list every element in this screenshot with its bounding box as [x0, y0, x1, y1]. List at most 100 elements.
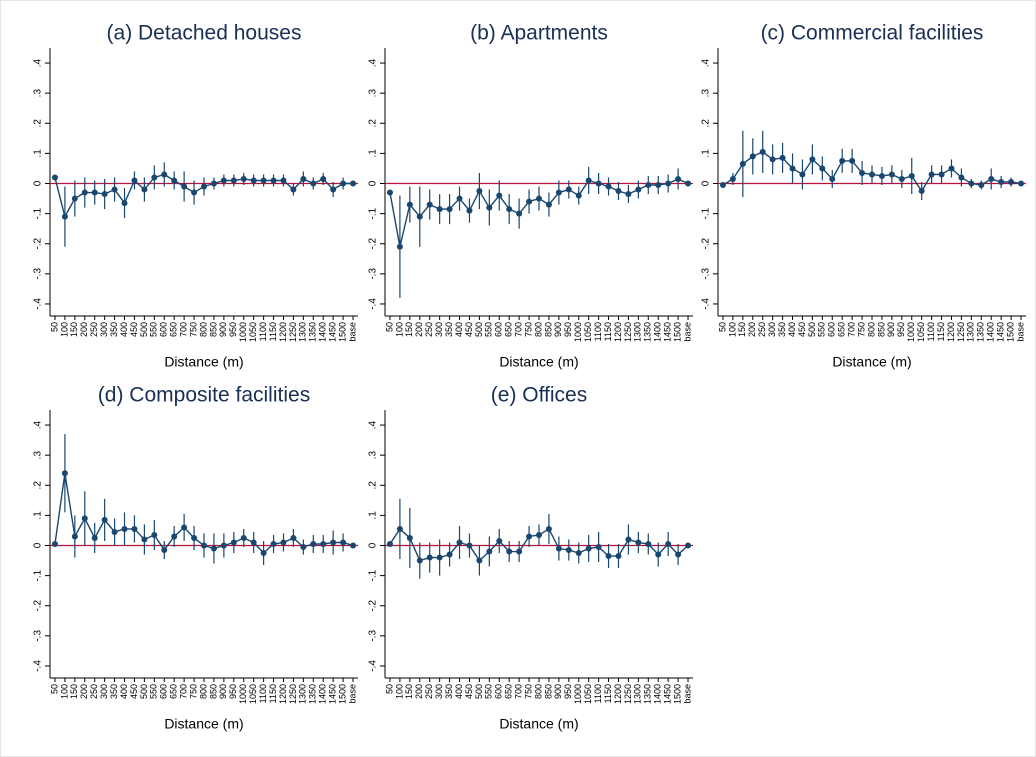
point: [575, 192, 582, 199]
y-tick-label: .4: [701, 58, 712, 67]
x-tick-label: 1050: [583, 322, 593, 342]
point: [526, 533, 533, 540]
x-tick-label: 300: [99, 322, 109, 337]
x-tick-label: 100: [727, 322, 737, 337]
x-tick-label: 100: [59, 684, 69, 699]
y-tick-label: .1: [701, 149, 712, 158]
y-tick-label: .4: [33, 58, 44, 67]
point: [496, 192, 503, 199]
panel: (b) Apartments.4.3.2.10-.1-.2-.3-.450 100…: [368, 22, 693, 370]
y-tick-label: -.3: [701, 268, 712, 280]
point: [240, 534, 247, 541]
panel: (c) Commercial facilities .4 .3 .2 .1 0 -.1 -.2…: [701, 22, 1026, 370]
x-tick-label: 1400: [653, 684, 663, 704]
x-tick-label: 400: [454, 322, 464, 337]
point: [151, 531, 158, 538]
x-tick-label: 250: [424, 684, 434, 699]
point: [220, 542, 227, 549]
point: [330, 186, 337, 193]
x-tick-label: 700: [179, 684, 189, 699]
y-tick-label: .2: [701, 119, 712, 128]
point: [436, 554, 443, 561]
point: [111, 528, 118, 535]
point: [101, 516, 108, 523]
point: [585, 177, 592, 184]
y-tick-label: -.4: [368, 298, 379, 310]
point: [565, 547, 572, 554]
panel-title: (a) Detached houses: [107, 22, 302, 45]
point: [769, 156, 776, 163]
point: [260, 177, 267, 184]
x-tick-label: 350: [444, 322, 454, 337]
point: [516, 210, 523, 217]
x-tick-label: 1350: [643, 322, 653, 342]
x-tick-label: 1400: [318, 322, 328, 342]
point: [476, 557, 483, 564]
x-tick-label: 900: [886, 322, 896, 337]
x-tick-label: 700: [179, 322, 189, 337]
point: [161, 171, 168, 178]
y-tick-label: -.3: [33, 630, 44, 642]
x-tick-label: 100: [394, 322, 404, 337]
x-tick-label: 650: [504, 322, 514, 337]
x-tick-label: 1150: [603, 322, 613, 341]
point: [456, 195, 463, 202]
point: [506, 548, 513, 555]
x-tick-label: 150: [404, 684, 414, 699]
point: [51, 174, 58, 181]
x-tick-label: 1450: [328, 684, 338, 704]
y-tick-label: -.1: [368, 569, 379, 581]
x-tick-label: 750: [188, 684, 198, 699]
point: [789, 165, 796, 172]
x-tick-label: 50: [384, 684, 394, 694]
point: [250, 539, 257, 546]
point: [270, 541, 277, 547]
point: [300, 544, 307, 551]
y-tick-label: .3: [368, 451, 379, 460]
x-tick-label: 750: [856, 322, 866, 337]
point: [1018, 180, 1025, 187]
point: [191, 189, 198, 196]
point: [615, 553, 622, 560]
y-tick-label: -.1: [33, 569, 44, 581]
y-tick-label: 0: [701, 180, 712, 186]
x-tick-label: 1350: [976, 322, 986, 342]
point: [878, 172, 885, 179]
point: [555, 189, 562, 196]
x-tick-label: 1100: [926, 322, 936, 341]
point: [466, 207, 473, 214]
point: [426, 554, 433, 561]
x-tick-label: 950: [896, 322, 906, 337]
x-tick-label: 450: [129, 322, 139, 337]
x-tick-label: 300: [434, 322, 444, 337]
x-tick-label: 950: [228, 684, 238, 699]
point: [536, 195, 542, 202]
x-tick-label: 1100: [593, 684, 603, 703]
point: [575, 550, 582, 557]
x-tick-label: 450: [129, 684, 139, 699]
point: [466, 542, 473, 549]
x-tick-label: 950: [228, 322, 238, 337]
point: [121, 525, 128, 532]
x-tick-label: 200: [79, 684, 89, 699]
x-tick-label: 550: [149, 322, 159, 337]
point: [396, 525, 403, 532]
x-tick-label: 250: [89, 684, 99, 699]
point: [898, 175, 905, 182]
x-tick-label: 650: [504, 684, 514, 699]
point: [240, 175, 247, 182]
y-tick-label: -.4: [33, 660, 44, 672]
point: [171, 533, 178, 540]
x-tick-label: 900: [553, 322, 563, 337]
x-tick-label: 1400: [986, 322, 996, 342]
point: [565, 186, 572, 193]
point: [386, 189, 393, 196]
x-tick-label: base: [1015, 322, 1025, 342]
x-tick-label: 550: [817, 322, 827, 337]
point: [859, 169, 866, 176]
y-tick-label: -.1: [701, 207, 712, 219]
point: [406, 201, 413, 208]
point: [181, 524, 188, 531]
point: [888, 171, 895, 178]
x-tick-label: 300: [767, 322, 777, 337]
